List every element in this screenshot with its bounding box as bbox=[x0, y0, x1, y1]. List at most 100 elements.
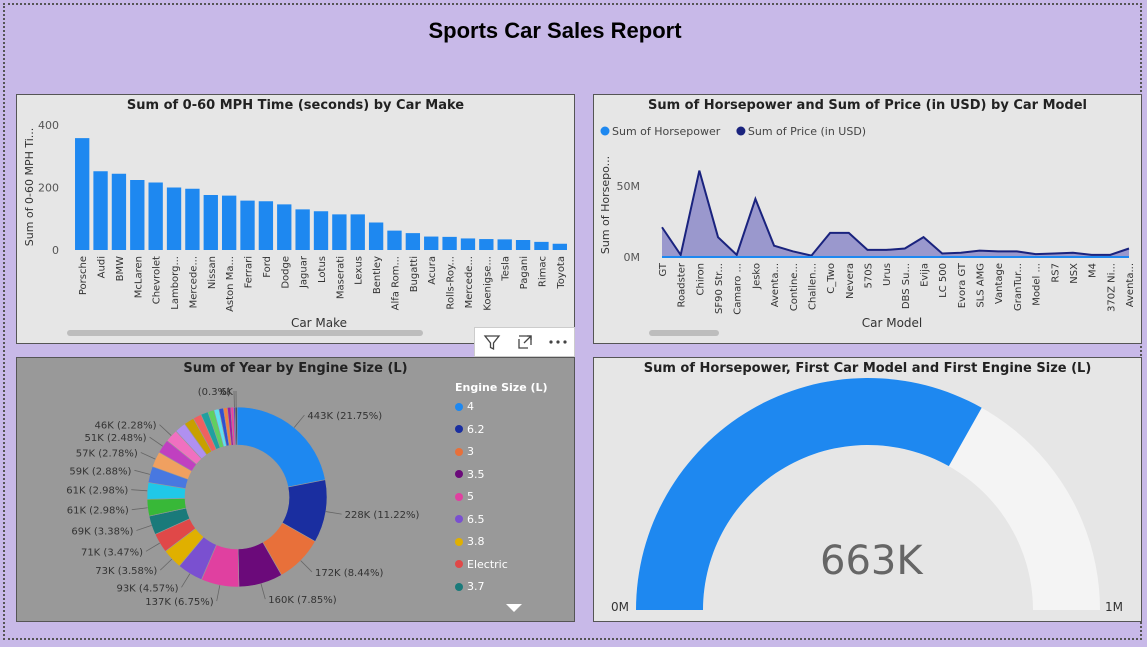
slice-leader-line bbox=[149, 436, 163, 447]
slice-data-label: 61K (2.98%) bbox=[66, 486, 128, 497]
x-tick-label: DBS Su... bbox=[901, 263, 912, 309]
gauge-fill bbox=[636, 377, 982, 610]
legend-item-label: 6.5 bbox=[467, 512, 485, 526]
x-tick-label: Bentley bbox=[372, 256, 383, 294]
x-tick-label: 570S bbox=[863, 263, 874, 288]
legend-label: Sum of Price (in USD) bbox=[748, 125, 866, 138]
bar bbox=[203, 195, 218, 250]
legend-item[interactable]: 3 bbox=[455, 445, 474, 458]
legend-item[interactable]: 3.7 bbox=[455, 580, 485, 593]
legend-color-dot bbox=[455, 537, 463, 546]
legend-color-dot bbox=[455, 402, 463, 411]
x-tick-label: SLS AMG bbox=[976, 263, 987, 308]
bar bbox=[75, 138, 90, 250]
bar bbox=[332, 214, 347, 250]
bar bbox=[166, 187, 182, 250]
gauge-title: Sum of Horsepower, First Car Model and F… bbox=[643, 361, 1092, 376]
area-chart-scrollbar[interactable] bbox=[649, 330, 719, 336]
legend-label: Sum of Horsepower bbox=[612, 125, 721, 138]
legend-color-dot bbox=[455, 492, 463, 501]
bar bbox=[442, 236, 457, 250]
slice-leader-line bbox=[216, 585, 221, 602]
x-tick-label: Roadster bbox=[677, 262, 688, 307]
bar bbox=[313, 211, 329, 250]
bar bbox=[350, 214, 365, 250]
legend-item-label: 4 bbox=[467, 400, 474, 413]
bar bbox=[93, 171, 108, 250]
x-tick-label: RS7 bbox=[1050, 263, 1061, 283]
bar-chart-panel[interactable]: Sum of 0-60 MPH Time (seconds) by Car Ma… bbox=[16, 94, 575, 344]
x-tick-label: Contine... bbox=[789, 263, 800, 311]
area-chart: Sum of Horsepower Sum of Price (in USD) 50… bbox=[599, 125, 1136, 330]
x-tick-label: Ferrari bbox=[244, 256, 255, 288]
bar bbox=[405, 233, 421, 250]
x-tick-label: Dodge bbox=[280, 256, 291, 289]
bar bbox=[258, 201, 274, 250]
gauge-min-label: 0M bbox=[611, 600, 629, 614]
slice-leader-line bbox=[181, 573, 191, 588]
x-tick-label: Jaguar bbox=[299, 255, 310, 289]
bar-chart-title: Sum of 0-60 MPH Time (seconds) by Car Ma… bbox=[126, 98, 465, 113]
bar bbox=[552, 243, 567, 250]
y-tick-label: 0M bbox=[624, 251, 641, 264]
slice-leader-line bbox=[145, 542, 160, 552]
legend-item[interactable]: 4 bbox=[455, 400, 474, 413]
x-tick-label: Audi bbox=[97, 256, 108, 278]
x-tick-label: Alfa Rom... bbox=[390, 256, 401, 310]
slice-data-label: 443K (21.75%) bbox=[307, 411, 382, 422]
x-tick-label: Jesko bbox=[751, 263, 762, 290]
x-tick-label: Koenigse... bbox=[482, 256, 493, 311]
slice-data-label: 160K (7.85%) bbox=[268, 595, 336, 606]
slice-leader-line bbox=[293, 414, 305, 428]
donut-chart-title: Sum of Year by Engine Size (L) bbox=[183, 361, 408, 376]
legend-item-label: 3 bbox=[467, 445, 474, 458]
bar bbox=[277, 204, 292, 250]
gauge-max-label: 1M bbox=[1105, 600, 1123, 614]
legend-item[interactable]: 5 bbox=[455, 490, 474, 503]
x-tick-label: Camaro ... bbox=[733, 263, 744, 315]
bar-chart-scrollbar[interactable] bbox=[67, 330, 423, 336]
slice-data-label: (0.3%) bbox=[198, 387, 231, 398]
slice-leader-line bbox=[134, 469, 150, 475]
x-tick-label: Acura bbox=[427, 256, 438, 285]
area-chart-title: Sum of Horsepower and Sum of Price (in U… bbox=[647, 98, 1088, 113]
legend-item[interactable]: Electric bbox=[455, 558, 508, 571]
x-tick-label: Pagani bbox=[519, 256, 530, 289]
filter-icon[interactable] bbox=[475, 328, 508, 356]
x-tick-label: Rimac bbox=[537, 256, 548, 287]
bar bbox=[111, 173, 127, 250]
gauge-panel[interactable]: Sum of Horsepower, First Car Model and F… bbox=[593, 357, 1142, 622]
focus-mode-icon[interactable] bbox=[508, 328, 541, 356]
legend-item-label: 5 bbox=[467, 490, 474, 503]
x-tick-label: Bugatti bbox=[409, 256, 420, 292]
more-options-icon[interactable] bbox=[541, 328, 574, 356]
legend-item-label: Electric bbox=[467, 557, 508, 571]
x-tick-label: GT bbox=[658, 262, 669, 276]
x-tick-label: LC 500 bbox=[938, 263, 949, 298]
x-tick-label: Lotus bbox=[317, 256, 328, 283]
slice-leader-line bbox=[160, 558, 173, 571]
legend-color-dot bbox=[455, 515, 463, 523]
donut-legend-title: Engine Size (L) bbox=[455, 381, 548, 394]
area-chart-panel[interactable]: Sum of Horsepower and Sum of Price (in U… bbox=[593, 94, 1142, 344]
bar bbox=[295, 209, 310, 250]
x-tick-label: Nissan bbox=[207, 256, 218, 289]
legend-scroll-down-icon[interactable] bbox=[506, 604, 522, 614]
report-title: Sports Car Sales Report bbox=[428, 18, 682, 43]
bar-chart: 400 200 0 Sum of 0-60 MPH Ti... Porsche Audi B… bbox=[23, 119, 567, 330]
donut-chart: 443K (21.75%) 228K (11.22%) 172K (8.44%) 16… bbox=[66, 387, 419, 608]
legend-item[interactable]: 3.8 bbox=[455, 535, 485, 548]
legend-item[interactable]: 3.5 bbox=[455, 468, 485, 481]
donut-chart-panel[interactable]: Sum of Year by Engine Size (L) 443K (21.… bbox=[16, 357, 575, 622]
x-tick-label: Lexus bbox=[354, 256, 365, 285]
slice-data-label: 69K (3.38%) bbox=[71, 526, 133, 537]
legend-color-dot bbox=[455, 425, 463, 433]
bar bbox=[424, 236, 439, 250]
legend-item[interactable]: 6.5 bbox=[455, 513, 485, 526]
x-tick-label: C_Two bbox=[826, 263, 837, 294]
slice-leader-line bbox=[159, 424, 172, 436]
legend-item[interactable]: 6.2 bbox=[455, 423, 485, 436]
y-tick-label: 0 bbox=[52, 244, 59, 257]
x-tick-label: Mercede... bbox=[188, 256, 199, 308]
slice-data-label: 61K (2.98%) bbox=[67, 506, 129, 517]
